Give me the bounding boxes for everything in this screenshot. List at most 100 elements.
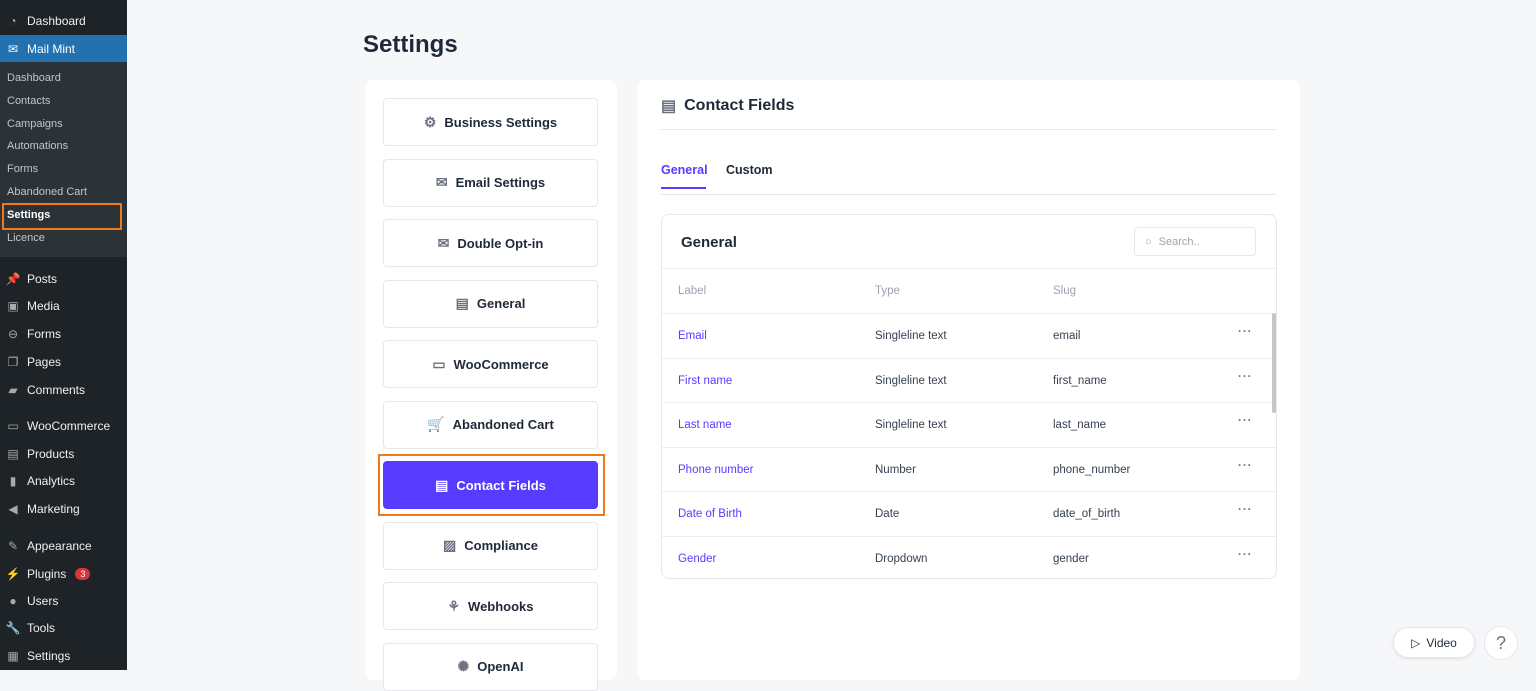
tab-custom[interactable]: Custom <box>726 163 773 177</box>
update-count-badge: 3 <box>75 568 91 580</box>
dashboard-icon: ◔ <box>9 14 17 28</box>
forms-icon: ⊖ <box>7 327 19 341</box>
settings-nav-compliance[interactable]: ▨ Compliance <box>383 521 598 570</box>
menu-mail-mint[interactable]: ✉ Mail Mint <box>0 35 127 62</box>
field-slug: phone_number <box>1053 463 1131 476</box>
settings-nav-openai[interactable]: ✺ OpenAI <box>383 642 598 691</box>
settings-nav-email-settings[interactable]: ✉ Email Settings <box>383 158 598 207</box>
field-type: Date <box>875 508 900 520</box>
menu-media[interactable]: ▣ Media <box>7 299 60 313</box>
settings-nav-business-settings[interactable]: ⚙ Business Settings <box>383 98 598 146</box>
field-label-link[interactable]: Phone number <box>678 463 754 476</box>
submenu-contacts[interactable]: Contacts <box>7 95 51 107</box>
panel-title: ▤ Contact Fields <box>661 97 795 115</box>
field-label-link[interactable]: Email <box>678 330 707 342</box>
menu-dashboard[interactable]: ◔ Dashboard <box>0 8 127 34</box>
submenu-campaigns[interactable]: Campaigns <box>7 118 63 130</box>
tab-general[interactable]: General <box>661 163 708 177</box>
submenu-forms[interactable]: Forms <box>7 163 39 175</box>
mail-icon: ✉ <box>7 41 19 56</box>
field-label-link[interactable]: Last name <box>678 419 732 431</box>
table-row: Email Singleline text email ··· <box>662 313 1276 358</box>
field-type: Number <box>875 463 916 476</box>
scrollbar[interactable] <box>1272 313 1276 413</box>
highlight-box <box>378 454 605 516</box>
table-row: First name Singleline text first_name ··· <box>662 357 1276 403</box>
document-icon: ▤ <box>455 295 469 311</box>
chart-icon: ▮ <box>9 474 17 488</box>
more-options-icon[interactable]: ··· <box>1238 459 1253 472</box>
contact-fields-icon: ▤ <box>435 476 449 493</box>
menu-appearance[interactable]: ✎ Appearance <box>7 539 92 553</box>
brush-icon: ✎ <box>7 539 19 553</box>
menu-forms[interactable]: ⊖ Forms <box>7 327 61 341</box>
menu-tools[interactable]: 🔧 Tools <box>5 621 56 635</box>
cart-icon: 🛒 <box>427 416 445 432</box>
settings-nav-general[interactable]: ▤ General <box>383 279 598 328</box>
settings-nav-webhooks[interactable]: ⚘ Webhooks <box>383 582 598 630</box>
comment-icon: ▰ <box>8 383 18 397</box>
play-icon: ▷ <box>1411 635 1421 650</box>
table-row: Gender Dropdown gender ··· <box>662 535 1276 579</box>
settings-nav-double-opt-in[interactable]: ✉ Double Opt-in <box>383 219 598 267</box>
gear-icon: ⚙ <box>423 113 437 130</box>
help-button[interactable]: ? <box>1484 626 1518 660</box>
menu-analytics[interactable]: ▮ Analytics <box>0 468 127 494</box>
search-input[interactable]: ○ Search.. <box>1134 227 1256 256</box>
plug-icon: ⚡ <box>5 567 21 581</box>
more-options-icon[interactable]: ··· <box>1238 326 1253 338</box>
shield-doc-icon: ▨ <box>443 537 457 553</box>
active-tab-indicator <box>661 187 706 189</box>
mail-mint-submenu: Dashboard Contacts Campaigns Automations For… <box>0 62 127 257</box>
menu-products[interactable]: ▤ Products <box>7 447 75 461</box>
field-label-link[interactable]: Gender <box>678 552 717 565</box>
woo-icon: ▭ <box>432 355 446 372</box>
divider <box>661 194 1276 195</box>
video-button[interactable]: ▷ Video <box>1393 627 1475 658</box>
settings-nav-contact-fields[interactable]: ▤ Contact Fields <box>383 461 598 509</box>
menu-posts[interactable]: 📌 Posts <box>5 272 58 286</box>
megaphone-icon: ◀ <box>8 502 18 516</box>
settings-icon: ▦ <box>7 649 19 663</box>
menu-settings[interactable]: ▦ Settings <box>7 649 71 663</box>
table-row: Date of Birth Date date_of_birth ··· <box>662 491 1276 536</box>
table-row: Last name Singleline text last_name ··· <box>662 402 1276 447</box>
more-options-icon[interactable]: ··· <box>1238 548 1253 561</box>
more-options-icon[interactable]: ··· <box>1238 415 1253 427</box>
pages-icon: ❐ <box>7 355 19 369</box>
pin-icon: 📌 <box>5 272 21 286</box>
submenu-abandoned-cart[interactable]: Abandoned Cart <box>7 186 88 198</box>
media-icon: ▣ <box>7 299 19 313</box>
field-label-link[interactable]: Date of Birth <box>678 508 742 520</box>
field-slug: gender <box>1053 552 1089 565</box>
archive-icon: ▤ <box>7 447 19 461</box>
page-title: Settings <box>363 31 458 58</box>
webhook-icon: ⚘ <box>447 597 461 614</box>
field-type: Dropdown <box>875 552 928 565</box>
submenu-dashboard[interactable]: Dashboard <box>7 72 61 84</box>
openai-icon: ✺ <box>457 658 470 674</box>
menu-plugins[interactable]: ⚡ Plugins 3 <box>0 561 127 587</box>
settings-nav-woocommerce[interactable]: ▭ WooCommerce <box>383 340 598 388</box>
more-options-icon[interactable]: ··· <box>1238 504 1253 516</box>
divider <box>661 129 1276 130</box>
contact-fields-icon: ▤ <box>661 98 677 115</box>
field-type: Singleline text <box>875 374 947 387</box>
table-title: General <box>681 234 737 251</box>
field-slug: date_of_birth <box>1053 508 1121 520</box>
field-label-link[interactable]: First name <box>678 374 733 387</box>
menu-marketing[interactable]: ◀ Marketing <box>0 496 127 522</box>
settings-nav-abandoned-cart[interactable]: 🛒 Abandoned Cart <box>383 400 598 449</box>
field-slug: first_name <box>1053 374 1107 387</box>
menu-woocommerce[interactable]: ▭ WooCommerce <box>7 419 111 433</box>
submenu-automations[interactable]: Automations <box>7 140 69 152</box>
menu-pages[interactable]: ❐ Pages <box>7 355 62 369</box>
menu-comments[interactable]: ▰ Comments <box>0 377 127 403</box>
field-type: Singleline text <box>875 330 947 342</box>
submenu-licence[interactable]: Licence <box>7 232 45 244</box>
field-slug: email <box>1053 330 1081 342</box>
envelope-icon: ✉ <box>435 174 448 190</box>
submenu-settings[interactable]: Settings <box>7 209 51 221</box>
more-options-icon[interactable]: ··· <box>1238 370 1253 383</box>
menu-users[interactable]: ● Users <box>0 588 127 614</box>
